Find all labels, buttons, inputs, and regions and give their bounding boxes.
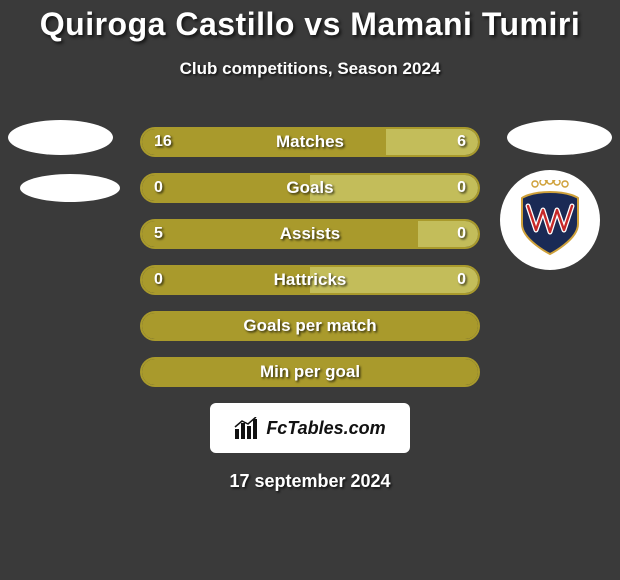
stat-row: Min per goal: [140, 357, 480, 387]
stat-label: Matches: [142, 132, 478, 152]
stat-bars: 166Matches 00Goals 50Assists 00Hattricks Goa…: [140, 127, 480, 387]
stat-row: 166Matches: [140, 127, 480, 157]
stat-label: Hattricks: [142, 270, 478, 290]
fctables-label: FcTables.com: [266, 418, 385, 439]
stat-label: Goals: [142, 178, 478, 198]
stat-row: 50Assists: [140, 219, 480, 249]
stat-label: Min per goal: [142, 362, 478, 382]
fctables-branding: FcTables.com: [210, 403, 410, 453]
stat-label: Assists: [142, 224, 478, 244]
player-left-avatar-placeholder-2: [20, 174, 120, 202]
stat-row: 00Hattricks: [140, 265, 480, 295]
club-badge-right: [500, 170, 600, 270]
player-right-avatar-placeholder: [507, 120, 612, 155]
infographic-date: 17 september 2024: [0, 471, 620, 492]
page-subtitle: Club competitions, Season 2024: [0, 59, 620, 79]
club-shield-icon: [510, 180, 590, 260]
page-title: Quiroga Castillo vs Mamani Tumiri: [0, 0, 620, 43]
player-left-avatar-placeholder-1: [8, 120, 113, 155]
stat-row: Goals per match: [140, 311, 480, 341]
bar-chart-icon: [234, 417, 260, 439]
stat-label: Goals per match: [142, 316, 478, 336]
stat-row: 00Goals: [140, 173, 480, 203]
